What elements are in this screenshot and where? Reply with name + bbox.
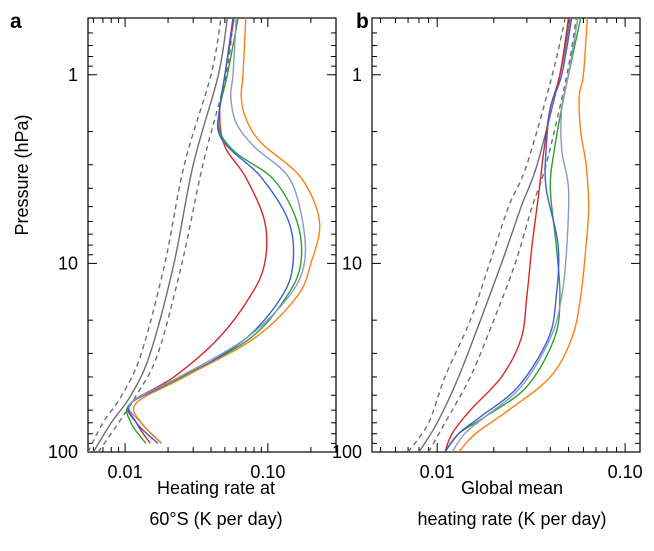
series-line-lightblue — [451, 18, 579, 452]
y-tick-label: 1 — [352, 65, 362, 85]
axes-frame — [87, 17, 337, 453]
series-line-red — [128, 18, 268, 444]
series-line-green — [125, 18, 303, 444]
panel-b: 0.01 0.10 1 10 100 b — [332, 10, 643, 482]
series-line-blue — [444, 18, 573, 452]
y-tick-label: 100 — [332, 442, 362, 462]
y-tick-label: 10 — [58, 253, 78, 273]
panel-b-xlabel-line-1: Global mean — [460, 478, 564, 498]
series-line-orange — [458, 18, 590, 452]
panel-b-xlabel-line-2: heating rate (K per day) — [417, 509, 607, 529]
y-tick-label: 1 — [68, 65, 78, 85]
series-line-lightblue — [128, 18, 307, 444]
panel-a-xlabel-line-1: Heating rate at — [156, 478, 276, 498]
y-axis-label: Pressure (hPa) — [12, 114, 32, 235]
panel-label: a — [10, 10, 22, 33]
series-line-gray-dashed — [407, 18, 566, 452]
axes-frame — [371, 17, 641, 453]
panel-a: 0.01 0.10 1 10 100 a Pressure (hPa) — [10, 10, 337, 482]
y-tick-label: 100 — [48, 442, 78, 462]
x-tick-label: 0.01 — [420, 462, 455, 482]
series-line-gray-dashed — [427, 18, 577, 452]
panel-label: b — [356, 10, 369, 33]
series-line-orange — [132, 18, 321, 444]
x-tick-label: 0.10 — [608, 462, 643, 482]
series-group — [88, 18, 321, 452]
x-tick-label: 0.01 — [108, 462, 143, 482]
series-group — [407, 18, 590, 452]
series-line-blue — [127, 18, 295, 444]
panel-a-xlabel-line-2: 60°S (K per day) — [149, 509, 283, 529]
x-tick-label: 0.10 — [250, 462, 285, 482]
y-tick-label: 10 — [342, 253, 362, 273]
series-line-gray — [92, 18, 228, 452]
series-line-gray — [418, 18, 571, 452]
series-line-gray-dashed — [88, 18, 222, 452]
